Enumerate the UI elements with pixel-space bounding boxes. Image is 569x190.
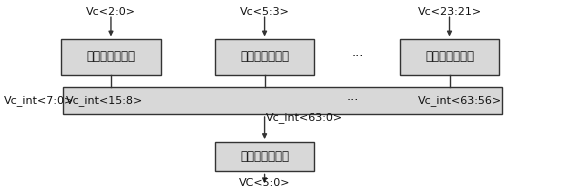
Text: ···: ···: [351, 51, 364, 63]
Text: Vc<5:3>: Vc<5:3>: [240, 7, 290, 17]
Text: 二进制转温度码: 二进制转温度码: [240, 150, 289, 163]
Text: Vc_int<63:56>: Vc_int<63:56>: [418, 95, 502, 106]
Bar: [61, 40, 160, 75]
Text: 温度码转二进制: 温度码转二进制: [86, 51, 135, 63]
Text: Vc_int<7:0>: Vc_int<7:0>: [4, 95, 74, 106]
Text: Vc<2:0>: Vc<2:0>: [86, 7, 136, 17]
Bar: [215, 142, 314, 171]
Text: Vc<23:21>: Vc<23:21>: [418, 7, 481, 17]
Text: VC<5:0>: VC<5:0>: [239, 178, 290, 188]
Text: Vc_int<63:0>: Vc_int<63:0>: [266, 112, 344, 123]
Text: 温度码转二进制: 温度码转二进制: [240, 51, 289, 63]
Text: 温度码转二进制: 温度码转二进制: [425, 51, 474, 63]
Bar: [399, 40, 500, 75]
Text: Vc_int<15:8>: Vc_int<15:8>: [66, 95, 143, 106]
Bar: [63, 87, 502, 114]
Text: ···: ···: [347, 94, 359, 107]
Bar: [215, 40, 314, 75]
